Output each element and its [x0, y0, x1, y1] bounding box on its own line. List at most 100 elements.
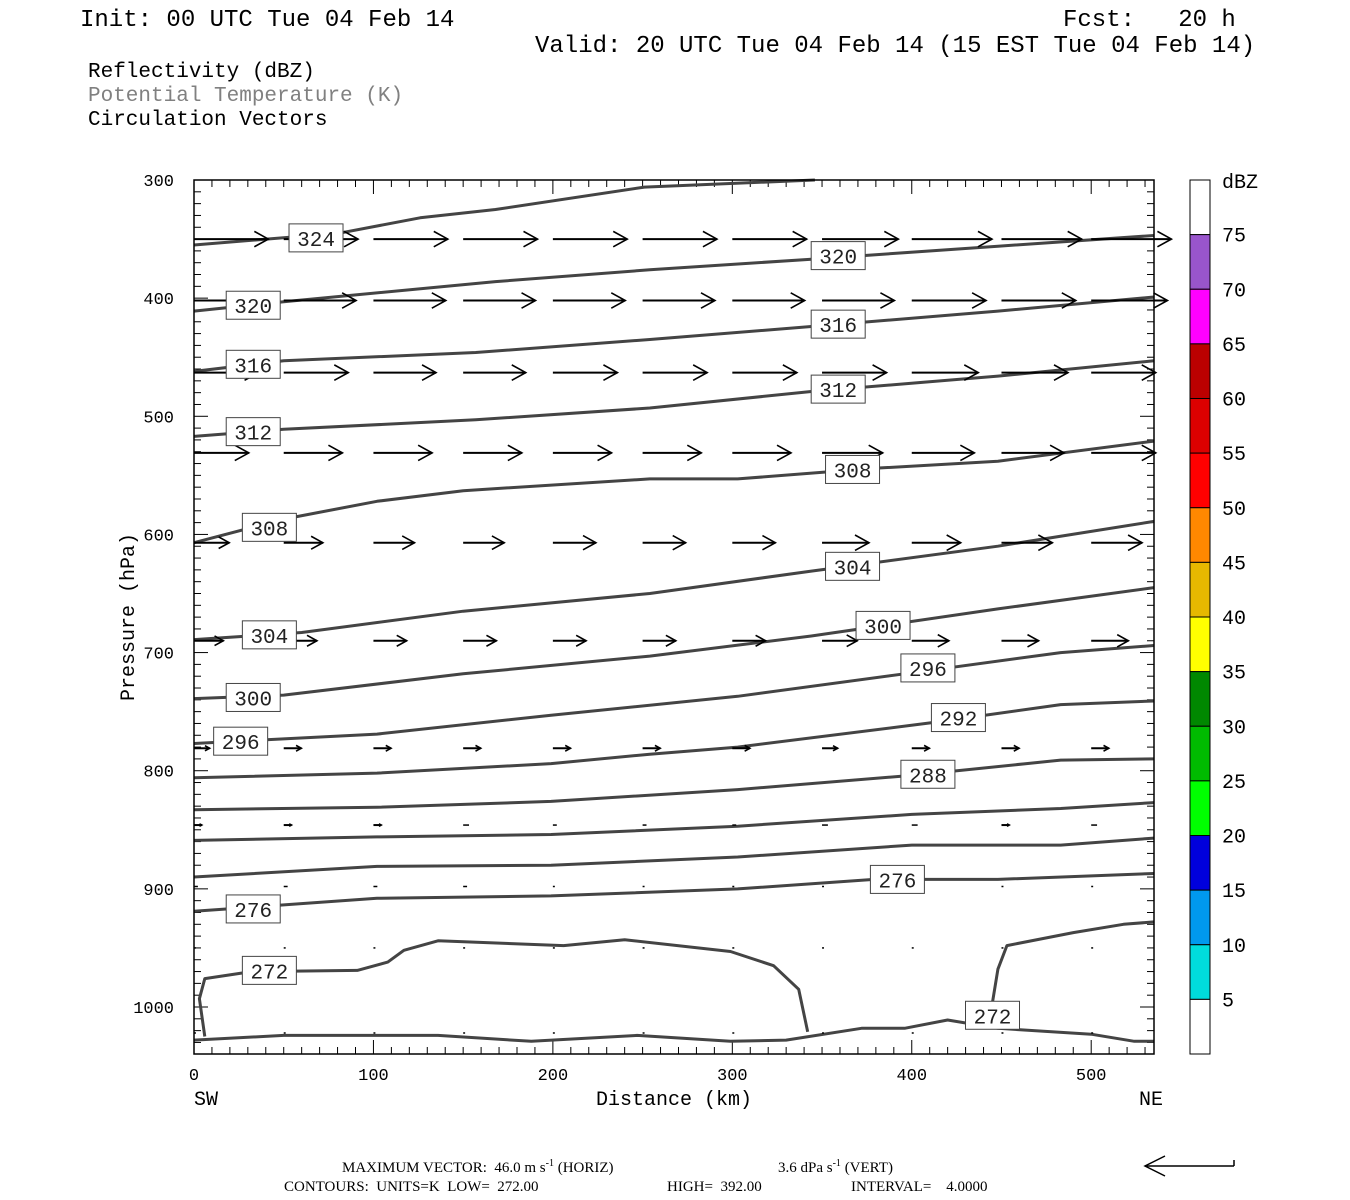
theta-contour-280	[193, 836, 1155, 879]
theta-contour-288	[193, 757, 1155, 812]
wind-vector-arrow	[732, 444, 793, 462]
vector-head	[1103, 744, 1111, 752]
vector-head	[692, 364, 709, 381]
contour-label-text: 312	[819, 381, 857, 404]
contour-label-box	[241, 512, 297, 542]
vector-head	[854, 534, 871, 552]
colorbar-segment	[1189, 234, 1211, 290]
wind-vector-arrow	[732, 292, 807, 309]
contour-label-text: 296	[909, 660, 947, 683]
wind-vector-arrow	[463, 292, 538, 309]
vector-head	[1141, 444, 1158, 462]
wind-vector-arrow	[1001, 744, 1021, 752]
wind-vector-arrow	[822, 744, 840, 752]
wind-vector-arrow	[911, 744, 932, 752]
contour-label-text: 308	[834, 461, 872, 484]
vector-head	[672, 534, 688, 551]
theta-contour-272	[991, 920, 1155, 1003]
contour-label: 272	[241, 955, 297, 985]
vector-head	[343, 230, 360, 248]
colorbar-label: 25	[1222, 772, 1246, 795]
colorbar-segment	[1189, 343, 1211, 399]
contour-label-box	[825, 454, 881, 484]
y-tick-label: 1000	[133, 1000, 174, 1019]
vector-head	[1141, 364, 1158, 381]
vector-head	[421, 364, 438, 381]
wind-vector-arrow	[642, 292, 717, 309]
contour-label-text: 308	[250, 519, 288, 542]
y-tick-label: 900	[143, 882, 174, 901]
wind-vector-arrow	[642, 744, 662, 752]
colorbar-label: 10	[1222, 936, 1246, 959]
colorbar-label: 60	[1222, 390, 1246, 413]
colorbar-segment	[1189, 452, 1211, 509]
theta-contours	[193, 178, 1155, 1043]
contour-label-box	[241, 620, 297, 650]
contour-label-box	[225, 349, 281, 379]
colorbar-segment	[1189, 179, 1211, 236]
vector-head	[792, 230, 809, 248]
contour-label-box	[930, 703, 986, 733]
wind-vector-arrow	[642, 364, 709, 381]
wind-vector-arrow	[463, 230, 540, 248]
vector-head	[686, 444, 703, 462]
vector-head	[253, 230, 271, 248]
vector-head	[475, 744, 483, 752]
wind-vector-arrow	[552, 744, 573, 752]
contour-label: 276	[869, 864, 925, 894]
contour-label-text: 300	[864, 617, 902, 640]
contour-label: 316	[810, 309, 866, 339]
contours-high: HIGH= 392.00	[667, 1179, 762, 1195]
vector-head	[214, 635, 226, 647]
theta-contour-272	[193, 1018, 1154, 1043]
y-tick-label: 800	[143, 764, 174, 783]
colorbar-segment	[1189, 288, 1211, 345]
vector-head	[218, 536, 231, 550]
wind-vector-arrow	[642, 230, 719, 248]
wind-vector-arrow	[1001, 230, 1084, 248]
vector-head	[564, 744, 573, 752]
wind-vector-arrow	[822, 534, 871, 552]
vector-head	[872, 364, 889, 381]
vector-head	[431, 292, 448, 309]
vector-head	[832, 744, 840, 752]
contour-label-text: 316	[234, 356, 272, 379]
wind-vector-arrow	[1091, 292, 1170, 309]
wind-vector-arrow	[194, 823, 204, 828]
theta-contour-296	[193, 644, 1155, 745]
wind-vector-arrow	[1091, 744, 1111, 752]
wind-vector-arrow	[1091, 633, 1131, 648]
wind-vector-arrow	[1001, 364, 1070, 381]
contour-labels: 324 320 316 312 308 304 300 296 276 272 320 316 312 3…	[213, 223, 1021, 1030]
theta-contour-300	[193, 586, 1155, 701]
wind-vector-arrow	[642, 444, 703, 462]
contour-label-box	[288, 223, 344, 253]
wind-vector-arrow	[732, 534, 778, 551]
wind-vector-arrow	[194, 536, 231, 550]
contour-label: 288	[900, 759, 956, 789]
vector-head	[310, 535, 325, 550]
vector-head	[523, 230, 540, 248]
theta-contour-320	[193, 234, 1155, 313]
contour-label-text: 304	[250, 627, 288, 650]
x-tick-label: 100	[358, 1067, 389, 1086]
wind-vector-arrow	[911, 633, 951, 648]
vector-head	[433, 230, 450, 248]
vector-head	[378, 823, 383, 828]
contour-label-box	[810, 241, 866, 271]
forecast-hour: Fcst: 20 h	[1063, 7, 1236, 34]
wind-vector-arrow	[732, 230, 809, 248]
wind-vector-arrow	[463, 444, 524, 462]
vector-head	[755, 634, 768, 647]
colorbar-segment	[1189, 725, 1211, 782]
vector-head	[603, 364, 620, 381]
vector-head	[1067, 230, 1084, 248]
vector-head	[937, 633, 951, 648]
contours-info: CONTOURS: UNITS=K LOW= 272.00	[284, 1179, 539, 1195]
x-tick-label: 0	[189, 1067, 199, 1086]
contour-label-text: 288	[909, 766, 947, 789]
wind-vector-arrow	[1001, 292, 1078, 309]
colorbar-label: 35	[1222, 663, 1246, 686]
x-axis-title: Distance (km)	[596, 1089, 752, 1112]
contour-label-text: 320	[234, 297, 272, 320]
